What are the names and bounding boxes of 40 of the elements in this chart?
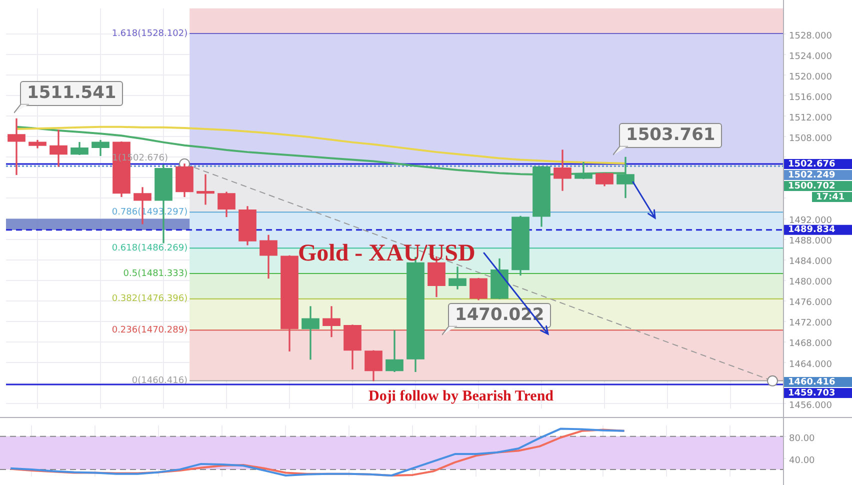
y-tick-label: 1528.000 <box>789 31 832 42</box>
candlestick <box>238 206 256 246</box>
y-tick-label: 1516.000 <box>789 92 832 103</box>
y-tick-label: 1464.000 <box>789 360 832 370</box>
y-tick-label: 1508.000 <box>789 134 832 144</box>
candlestick <box>470 278 488 300</box>
text: 17:41 <box>816 192 845 202</box>
y-tick-label: 1512.000 <box>789 113 832 124</box>
y-tick-label: 80.00 <box>789 434 816 444</box>
y-tick-label: 1456.000 <box>789 400 832 411</box>
y-tick-label: 40.00 <box>789 456 816 466</box>
text: 1460.416 <box>788 377 836 388</box>
y-tick-label: 1492.000 <box>789 216 832 226</box>
y-tick-label: 1476.000 <box>789 298 832 308</box>
annotation: 1503.761 <box>619 123 722 148</box>
candlestick <box>8 118 26 175</box>
ref-line-label: 0.618(1486.269) <box>112 244 188 254</box>
ref-line-label: 1489.834 <box>788 225 836 236</box>
y-tick-label: 1472.000 <box>789 318 832 329</box>
ref-line-label: 1502.249 <box>788 170 836 180</box>
y-tick-label: 1480.000 <box>789 278 832 288</box>
y-tick-label: 1484.000 <box>789 257 832 268</box>
y-tick-label: 1520.000 <box>789 72 832 82</box>
candlestick <box>596 172 614 186</box>
text: Gold - XAU/USD <box>298 240 476 267</box>
ref-line-label: 0.382(1476.396) <box>112 294 188 304</box>
ref-line-label: 1459.703 <box>788 388 836 398</box>
candlestick <box>512 216 530 276</box>
ref-line-label: 0.5(1481.333) <box>123 268 188 279</box>
candlestick <box>218 192 236 218</box>
y-tick-label: 1468.000 <box>789 339 832 350</box>
ref-line-label: 1502.676 <box>788 159 836 170</box>
annotation: 1511.541 <box>20 81 124 106</box>
y-tick-label: 1488.000 <box>789 236 832 247</box>
y-tick-label: 1524.000 <box>789 52 832 62</box>
text: 1500.702 <box>788 181 836 192</box>
candlestick <box>364 350 382 382</box>
text: Doji follow by Bearish Trend <box>368 388 554 404</box>
ref-line-label: 1.618(1528.102) <box>112 28 188 39</box>
ref-line-label: 0.236(1470.289) <box>112 326 188 336</box>
